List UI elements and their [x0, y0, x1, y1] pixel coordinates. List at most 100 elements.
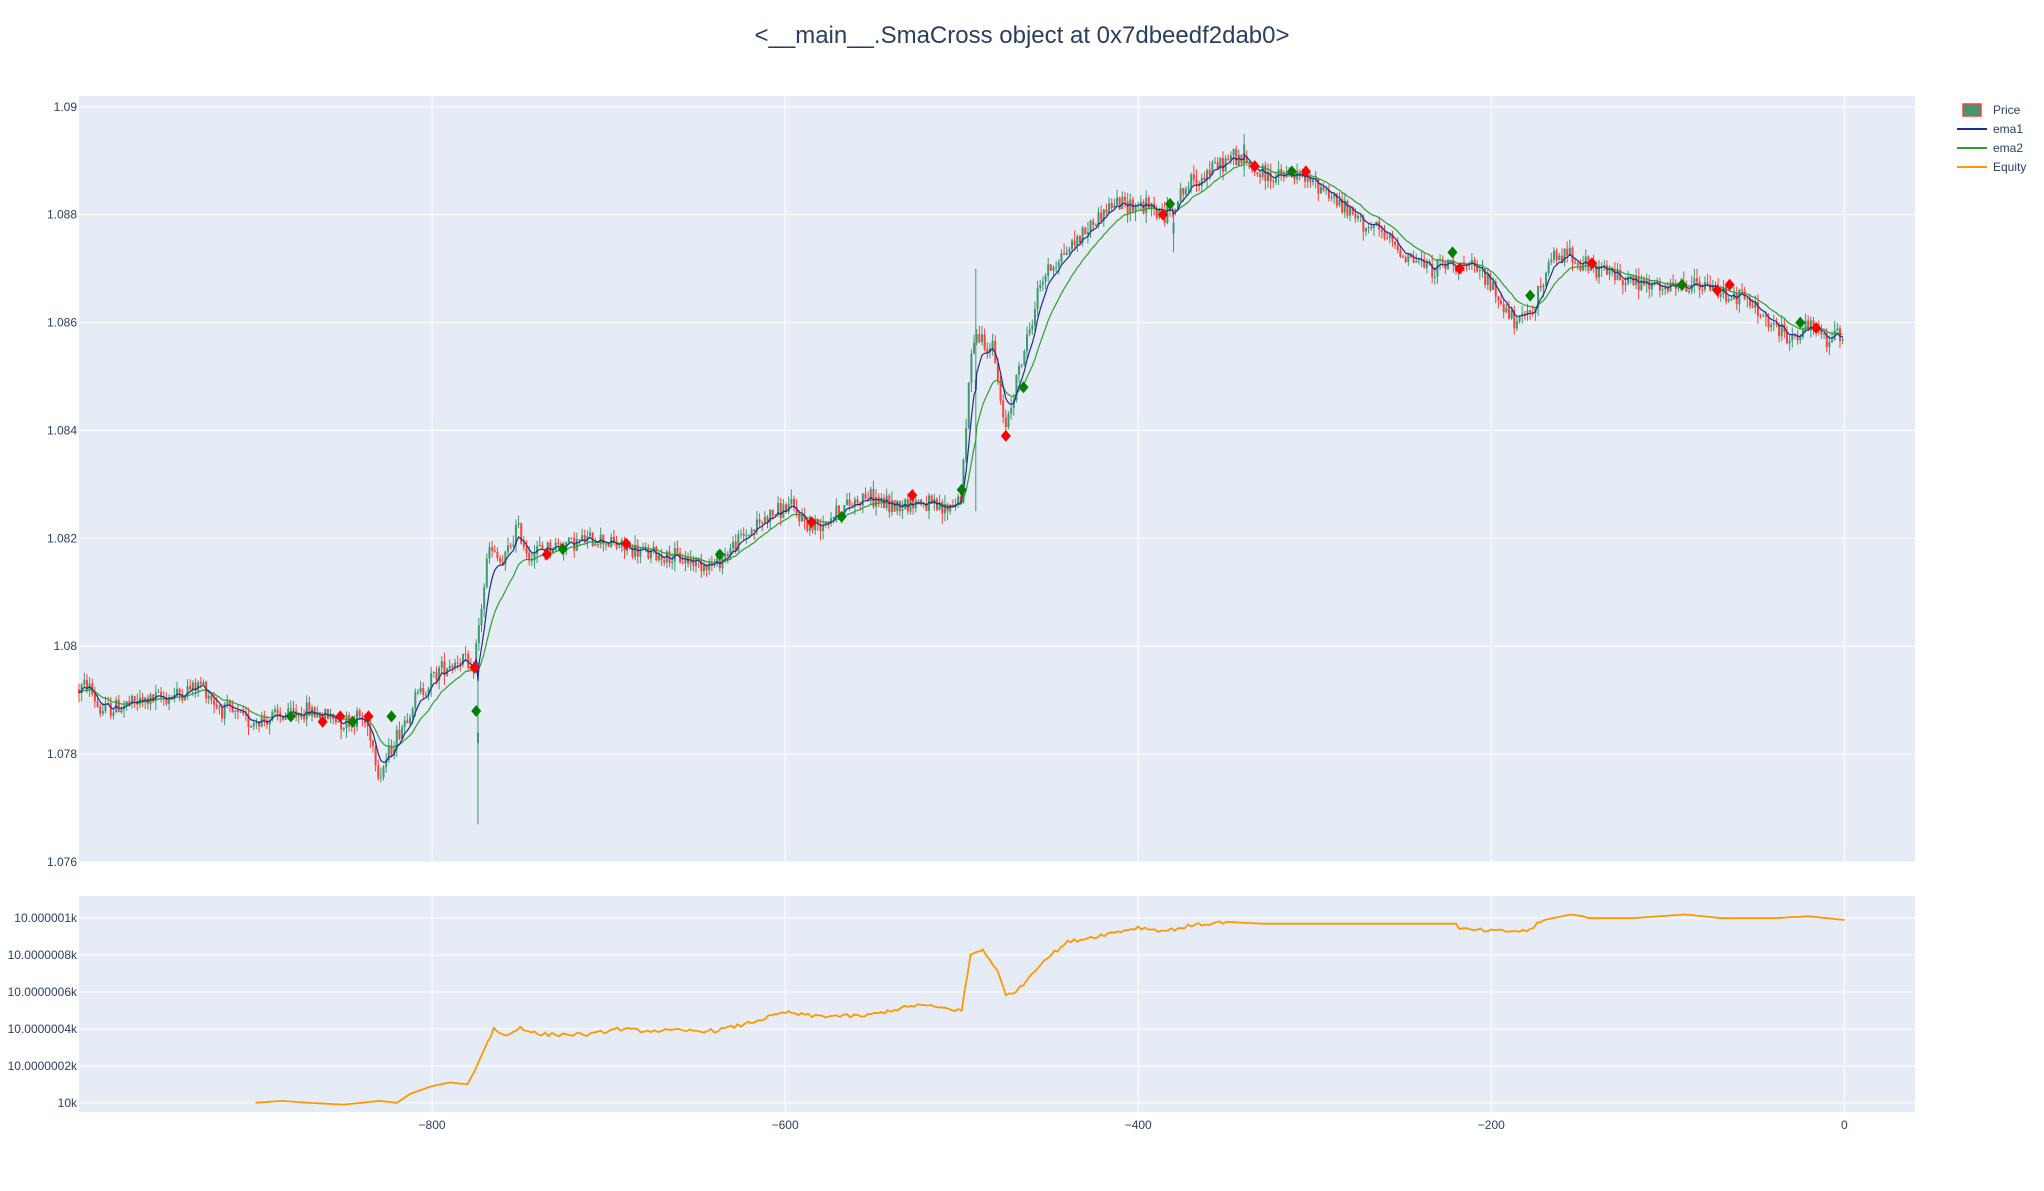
- buy-trade-marker[interactable]: [347, 715, 358, 728]
- candle-body: [991, 340, 994, 349]
- candle-body: [414, 692, 417, 709]
- candle-body: [1174, 209, 1177, 211]
- candle-body: [361, 716, 364, 719]
- candle-body: [848, 499, 851, 506]
- legend-item-price[interactable]: Price: [1962, 103, 2021, 117]
- buy-trade-marker[interactable]: [1286, 165, 1297, 178]
- candle-body: [941, 502, 944, 514]
- candle-body: [538, 544, 541, 547]
- candle-body: [379, 777, 382, 779]
- y-tick-label: 10.0000006k: [8, 985, 78, 999]
- candle-body: [1134, 205, 1137, 211]
- sell-trade-marker[interactable]: [806, 516, 817, 529]
- candle-body: [517, 523, 520, 525]
- sell-trade-marker[interactable]: [907, 489, 918, 502]
- candle-body: [1555, 250, 1558, 261]
- candle-body: [1693, 278, 1696, 286]
- sell-trade-marker[interactable]: [1811, 321, 1822, 334]
- candle-body: [1762, 315, 1765, 317]
- buy-trade-marker[interactable]: [836, 510, 847, 523]
- candle-body: [1417, 260, 1420, 262]
- candle-body: [173, 694, 176, 698]
- candle-body: [1372, 224, 1375, 228]
- candle-body: [615, 541, 618, 548]
- sell-trade-marker[interactable]: [621, 537, 632, 550]
- candle-body: [197, 682, 200, 691]
- buy-trade-marker[interactable]: [714, 548, 725, 561]
- candle-body: [665, 551, 668, 563]
- buy-trade-marker[interactable]: [285, 710, 296, 723]
- sell-trade-marker[interactable]: [469, 661, 480, 674]
- sell-trade-marker[interactable]: [1586, 257, 1597, 270]
- candle-body: [448, 665, 451, 669]
- candle-body: [273, 709, 276, 712]
- candle-body: [300, 713, 303, 718]
- candle-body: [506, 545, 509, 552]
- candle-body: [747, 535, 750, 537]
- candle-body: [1049, 264, 1052, 271]
- legend[interactable]: Price ema1 ema2 Equity: [1957, 103, 2026, 174]
- candle-body: [750, 529, 753, 536]
- candle-body: [1309, 175, 1312, 183]
- candle-body: [1036, 288, 1039, 310]
- candle-body: [1113, 204, 1116, 209]
- candle-body: [395, 729, 398, 750]
- candle-body: [281, 716, 284, 720]
- buy-trade-marker[interactable]: [1447, 246, 1458, 259]
- candle-body: [1425, 261, 1428, 268]
- ema2-line[interactable]: [78, 161, 1843, 748]
- sell-trade-marker[interactable]: [1300, 165, 1311, 178]
- candle-body: [1423, 259, 1426, 268]
- candle-body: [700, 559, 703, 572]
- candle-body: [1028, 329, 1031, 335]
- y-tick-label: 1.086: [47, 316, 77, 330]
- candle-body: [732, 541, 735, 549]
- candle-body: [363, 718, 366, 724]
- price-pane[interactable]: 1.076 1.078 1.08 1.082 1.084 1.086 1.088 1.09: [47, 96, 1915, 869]
- candle-body: [525, 547, 528, 553]
- candle-body: [218, 707, 221, 709]
- sell-trade-marker[interactable]: [363, 710, 374, 723]
- candle-body: [83, 679, 86, 685]
- price-pane-background: [79, 96, 1915, 862]
- legend-item-ema2[interactable]: ema2: [1957, 141, 2023, 155]
- sell-trade-marker[interactable]: [1724, 278, 1735, 291]
- candle-body: [1041, 281, 1044, 285]
- candle-body: [1102, 209, 1105, 221]
- buy-trade-marker[interactable]: [1795, 316, 1806, 329]
- sell-trade-marker[interactable]: [335, 710, 346, 723]
- candle-body: [205, 681, 208, 699]
- candle-body: [1404, 257, 1407, 262]
- legend-item-ema1[interactable]: ema1: [1957, 122, 2023, 136]
- candle-body: [476, 732, 479, 744]
- candle-body: [374, 745, 377, 766]
- sell-trade-marker[interactable]: [1454, 262, 1465, 275]
- buy-trade-marker[interactable]: [956, 483, 967, 496]
- sell-trade-marker[interactable]: [1249, 160, 1260, 173]
- buy-trade-marker[interactable]: [471, 704, 482, 717]
- sell-trade-marker[interactable]: [1712, 284, 1723, 297]
- sell-trade-marker[interactable]: [1157, 208, 1168, 221]
- candle-body: [766, 516, 769, 523]
- equity-line[interactable]: [255, 913, 1845, 1106]
- equity-pane[interactable]: 10k 10.0000002k 10.0000004k 10.0000006k 10.0…: [8, 896, 1915, 1132]
- buy-trade-marker[interactable]: [557, 543, 568, 556]
- buy-trade-marker[interactable]: [1525, 289, 1536, 302]
- buy-trade-marker[interactable]: [1018, 381, 1029, 394]
- candle-body: [390, 745, 393, 756]
- candle-body: [875, 496, 878, 507]
- candle-body: [175, 688, 178, 695]
- buy-trade-marker[interactable]: [1165, 197, 1176, 210]
- buy-trade-marker[interactable]: [1676, 278, 1687, 291]
- legend-item-equity[interactable]: Equity: [1957, 160, 2026, 174]
- sell-trade-marker[interactable]: [317, 715, 328, 728]
- candle-body: [1110, 203, 1113, 209]
- sell-trade-marker[interactable]: [1000, 429, 1011, 442]
- candle-body: [673, 548, 676, 562]
- candle-body: [244, 713, 247, 716]
- buy-trade-marker[interactable]: [386, 710, 397, 723]
- sell-trade-marker[interactable]: [541, 548, 552, 561]
- candle-body: [912, 496, 915, 509]
- candle-body: [1648, 280, 1651, 290]
